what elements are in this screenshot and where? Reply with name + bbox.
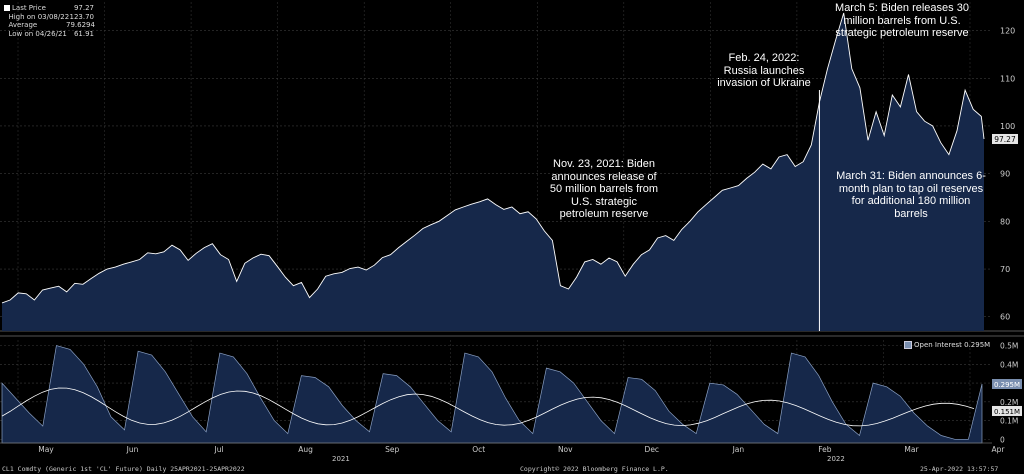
oi-avg-label: 0.151M: [994, 408, 1020, 416]
x-tick-label-Feb: Feb: [818, 445, 832, 454]
legend-row-high: High on 03/08/22 123.70: [8, 12, 94, 21]
footer-copyright: Copyright© 2022 Bloomberg Finance L.P.: [520, 465, 669, 473]
price-tick-label-100: 100: [1000, 122, 1015, 131]
oi-tick-label-5: 0.5M: [1000, 342, 1018, 351]
price-legend: Last Price 97.27 High on 03/08/22 123.70…: [4, 4, 95, 38]
annotation-nov-23: Nov. 23, 2021: Biden announces release o…: [549, 158, 659, 220]
x-tick-label-Mar: Mar: [904, 445, 919, 454]
price-tick-label-80: 80: [1000, 217, 1010, 226]
x-tick-label-Nov: Nov: [558, 445, 573, 454]
price-tick-label-110: 110: [1000, 74, 1015, 83]
oi-last-box: [992, 379, 1022, 390]
oi-tick-label-2: 0.2M: [1000, 398, 1018, 407]
x-tick-label-Dec: Dec: [645, 445, 660, 454]
x-tick-label-Jul: Jul: [214, 445, 224, 454]
oi-tick-label-4: 0.4M: [1000, 360, 1018, 369]
annotation-march-31: March 31: Biden announces 6-month plan t…: [836, 170, 986, 220]
price-tick-label-120: 120: [1000, 27, 1015, 36]
oi-tick-label-0: 0: [1000, 435, 1005, 444]
x-tick-label-May: May: [38, 445, 54, 454]
price-area: [2, 13, 984, 331]
legend-row-last: Last Price 97.27: [4, 4, 94, 13]
price-line: [1, 12, 985, 304]
last-price-box: [992, 133, 1018, 144]
x-tick-label-Oct: Oct: [472, 445, 485, 454]
year-label-2022: 2022: [827, 455, 845, 463]
x-tick-label-Sep: Sep: [385, 445, 399, 454]
x-tick-label-Aug: Aug: [298, 445, 313, 454]
open-interest-area: [1, 345, 983, 444]
oi-avg-box: [992, 405, 1022, 416]
year-label-2021: 2021: [332, 455, 350, 463]
annotation-feb-24: Feb. 24, 2022: Russia launches invasion …: [717, 52, 811, 89]
last-price-label: 97.27: [994, 135, 1016, 144]
x-tick-label-Apr: Apr: [992, 445, 1006, 454]
x-tick-label-Jun: Jun: [126, 445, 139, 454]
legend-row-low: Low on 04/26/21 61.91: [8, 29, 94, 38]
oi-last-label: 0.295M: [994, 381, 1020, 389]
open-interest-swatch: [904, 341, 912, 349]
price-tick-label-60: 60: [1000, 313, 1010, 322]
last-price-swatch: [4, 5, 10, 11]
footer-ticker: CL1 Comdty (Generic 1st 'CL' Future) Dai…: [2, 465, 245, 473]
x-tick-label-Jan: Jan: [732, 445, 745, 454]
oi-average-line: [1, 387, 975, 427]
price-tick-label-90: 90: [1000, 170, 1010, 179]
legend-row-average: Average 79.6294: [8, 21, 95, 29]
annotation-march-5: March 5: Biden releases 30 million barre…: [835, 2, 969, 39]
open-interest-legend: Open Interest 0.295M: [904, 341, 990, 349]
footer-timestamp: 25-Apr-2022 13:57:57: [920, 465, 999, 473]
oi-tick-label-1: 0.1M: [1000, 417, 1018, 426]
price-tick-label-70: 70: [1000, 265, 1010, 274]
